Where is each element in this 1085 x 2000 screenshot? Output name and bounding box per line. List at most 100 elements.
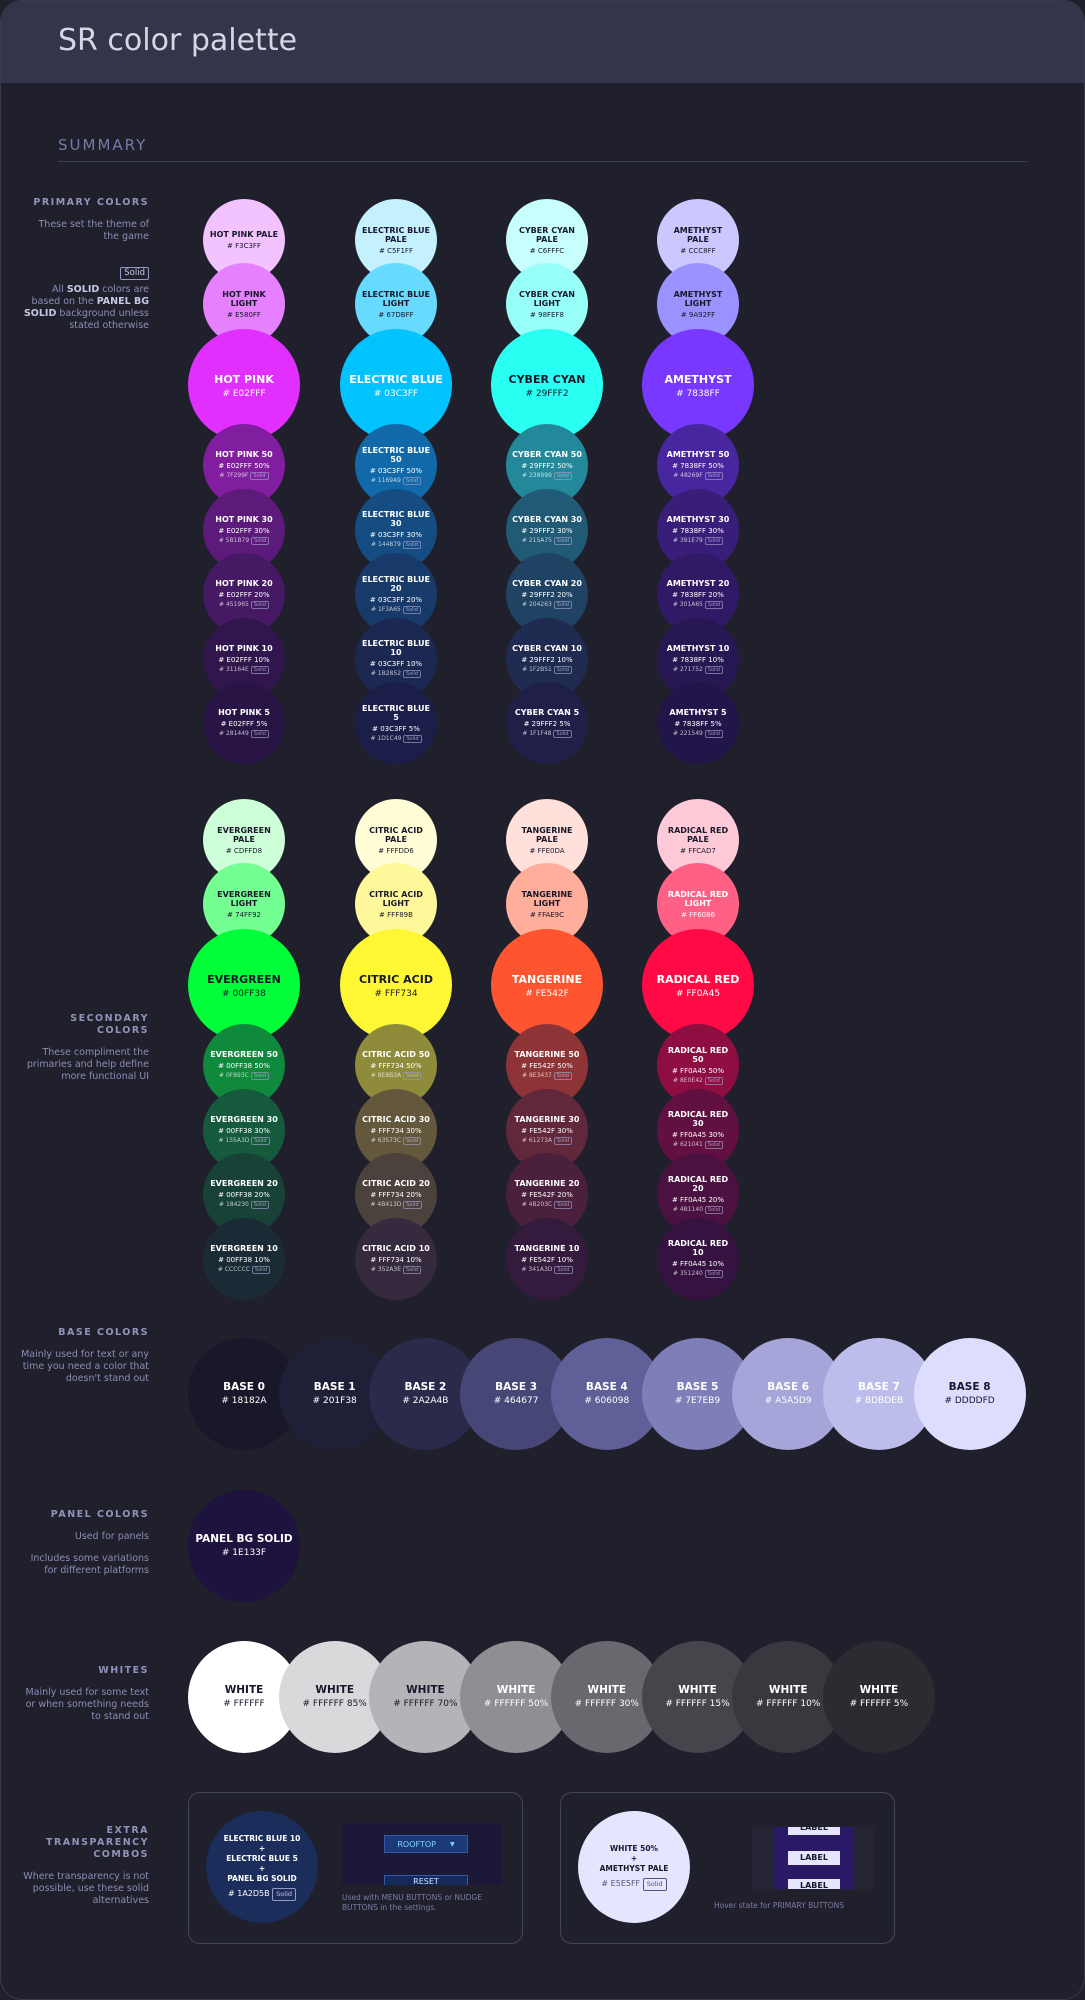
swatch-name: AMETHYST 10 [666,643,730,653]
swatch-hex: # 606098 [584,1396,630,1406]
swatch-hex: # FF0A45 30% [671,1131,725,1139]
swatch-hex: # 67DBFF [378,310,414,319]
solid-tag: Solid [704,1076,723,1085]
swatch-hex: # FF0A45 20% [671,1195,725,1204]
secondary-tint-swatch: RADICAL RED 10 # FF0A45 10% # 351240 Solid [657,1217,739,1300]
solid-tag: Solid [120,267,149,280]
swatch-name: BASE 0 [223,1381,265,1393]
solid-tag: Solid [402,670,422,678]
swatch-hex: # FE542F 20% [521,1191,573,1199]
swatch-solid-hex: # 204263 Solid [522,601,572,609]
swatch-name: EVERGREEN [207,972,281,986]
primary-button-preview: LABEL LABEL LABEL [714,1827,874,1889]
swatch-solid-hex: # 341A3D Solid [521,1265,573,1274]
swatch-name: BASE 7 [857,1381,900,1393]
swatch-hex: # 03C3FF 5% [372,724,420,733]
swatch-solid-hex: # 4B1140 Solid [673,1205,724,1214]
primary-light-swatch: AMETHYST LIGHT # 9A92FF [657,263,739,345]
swatch-hex: # FF0A45 50% [671,1066,725,1075]
swatch-name: CITRIC ACID [359,972,433,986]
swatch-solid-hex: # 1169A9 Solid [371,476,422,485]
section-description: Where transparency is not possible, use … [23,1871,149,1906]
whites-label: WHITES Mainly used for some text or when… [21,1665,149,1723]
swatch-hex: # 7838FF [676,388,720,399]
swatch-solid-hex: # 391E79 Solid [673,536,723,545]
swatch-hex: # F3C3FF [227,242,261,250]
swatch-hex: # 00FF38 50% [218,1062,270,1070]
swatch-name: WHITE [224,1684,264,1696]
swatch-name: AMETHYST PALE [673,225,723,244]
swatch-name: CITRIC ACID 30 [362,1114,430,1124]
label-button: LABEL [788,1851,840,1865]
swatch-hex: # 29FFF2 30% [521,526,573,535]
primary-tint-swatch: HOT PINK 5 # E02FFF 5% # 281449 Solid [203,682,285,764]
swatch-hex: # 201F38 [312,1396,357,1406]
solid-tag: Solid [704,1205,724,1214]
swatch-name: HOT PINK PALE [209,230,279,239]
swatch-solid-hex: # 1B2852 Solid [371,670,422,678]
secondary-tint-swatch: EVERGREEN 20 # 00FF38 20% # 184230 Solid [203,1153,285,1235]
swatch-solid-hex: # 4B413D Solid [370,1201,422,1209]
base-colors-label: BASE COLORS Mainly used for text or any … [21,1327,149,1385]
solid-tag: Solid [553,601,572,609]
swatch-name: TANGERINE 50 [514,1050,580,1059]
primary-tint-swatch: CYBER CYAN 5 # 29FFF2 5% # 1F1F48 Solid [506,682,588,764]
swatch-solid-hex: # 8E8B3A Solid [371,1072,422,1080]
swatch-hex: # 03C3FF 30% [369,531,423,539]
swatch-name: CYBER CYAN 30 [512,514,582,524]
solid-tag: Solid [250,1072,269,1080]
swatch-hex: # 7838FF 50% [672,462,724,470]
swatch-hex: # 03C3FF 50% [369,466,423,475]
solid-tag: Solid [553,665,572,674]
swatch-name: RADICAL RED 30 [667,1110,729,1128]
solid-tag: Solid [250,1201,269,1209]
swatch-hex: # 00FF38 [222,988,266,999]
swatch-hex: # 29FFF2 20% [521,591,573,599]
primary-tint-swatch: HOT PINK 20 # E02FFF 20% # 451965 Solid [203,553,285,635]
solid-tag: Solid [250,472,269,480]
swatch-name: WHITE [587,1684,627,1696]
swatch-solid-hex: # 0F893C Solid [219,1072,269,1080]
secondary-tint-swatch: EVERGREEN 10 # 00FF38 10% # CCCCCC Solid [203,1217,285,1300]
swatch-hex: # FE542F 50% [521,1062,573,1070]
section-description: Mainly used for text or any time you nee… [21,1349,149,1384]
section-heading: WHITES [98,1665,149,1676]
swatch-hex: # FFFFFF 85% [302,1699,367,1709]
solid-tag: Solid [704,730,723,738]
white-swatch: WHITE # FFFFFF 50% [460,1641,573,1753]
primary-tint-swatch: ELECTRIC BLUE 5 # 03C3FF 5% # 1D1C49 Solid [355,682,437,764]
swatch-solid-hex: # 144879 Solid [371,541,421,549]
solid-tag: Solid [403,1201,422,1209]
swatch-hex: # BDBDEB [854,1396,904,1406]
swatch-hex: # FE542F [525,988,569,999]
secondary-tint-swatch: EVERGREEN 30 # 00FF38 30% # 155A3D Solid [203,1088,285,1171]
swatch-name: HOT PINK [214,372,274,386]
swatch-name: ELECTRIC BLUE PALE [361,225,431,244]
primary-tint-swatch: ELECTRIC BLUE 20 # 03C3FF 20% # 1F3A65 Sol… [355,553,437,635]
swatch-name: CYBER CYAN 20 [512,579,582,588]
swatch-name: ELECTRIC BLUE 50 [361,445,431,464]
solid-tag: Solid [402,1136,422,1145]
swatch-name: WHITE [678,1684,717,1696]
swatch-hex: # 7E7EB9 [674,1396,721,1406]
swatch-name: BASE 8 [948,1381,991,1393]
swatch-name: BASE 6 [767,1381,810,1393]
swatch-name: EVERGREEN 50 [210,1050,278,1059]
label-button: LABEL [788,1879,840,1889]
panel-color-swatch: PANEL BG SOLID # 1E133F [188,1490,300,1602]
swatch-solid-hex: # 621041 Solid [673,1141,723,1149]
combo-card-2: WHITE 50% + AMETHYST PALE # E5E5FF Solid L… [560,1792,895,1944]
swatch-name: CITRIC ACID 50 [362,1050,430,1059]
swatch-name: HOT PINK 5 [218,708,270,717]
swatch-name: CITRIC ACID 10 [362,1243,430,1253]
primary-main-swatch: HOT PINK # E02FFF [188,329,300,441]
swatch-name: TANGERINE 30 [514,1114,580,1124]
swatch-hex: # E02FFF 30% [218,526,270,535]
label-button: LABEL [788,1827,840,1835]
solid-tag: Solid [704,1270,723,1278]
swatch-name: RADICAL RED 10 [667,1239,729,1257]
swatch-name: BASE 1 [313,1381,356,1393]
section-heading: EXTRA TRANSPARENCY COMBOS [46,1825,149,1860]
solid-tag: Solid [642,1877,667,1891]
swatch-name: AMETHYST LIGHT [673,289,723,308]
